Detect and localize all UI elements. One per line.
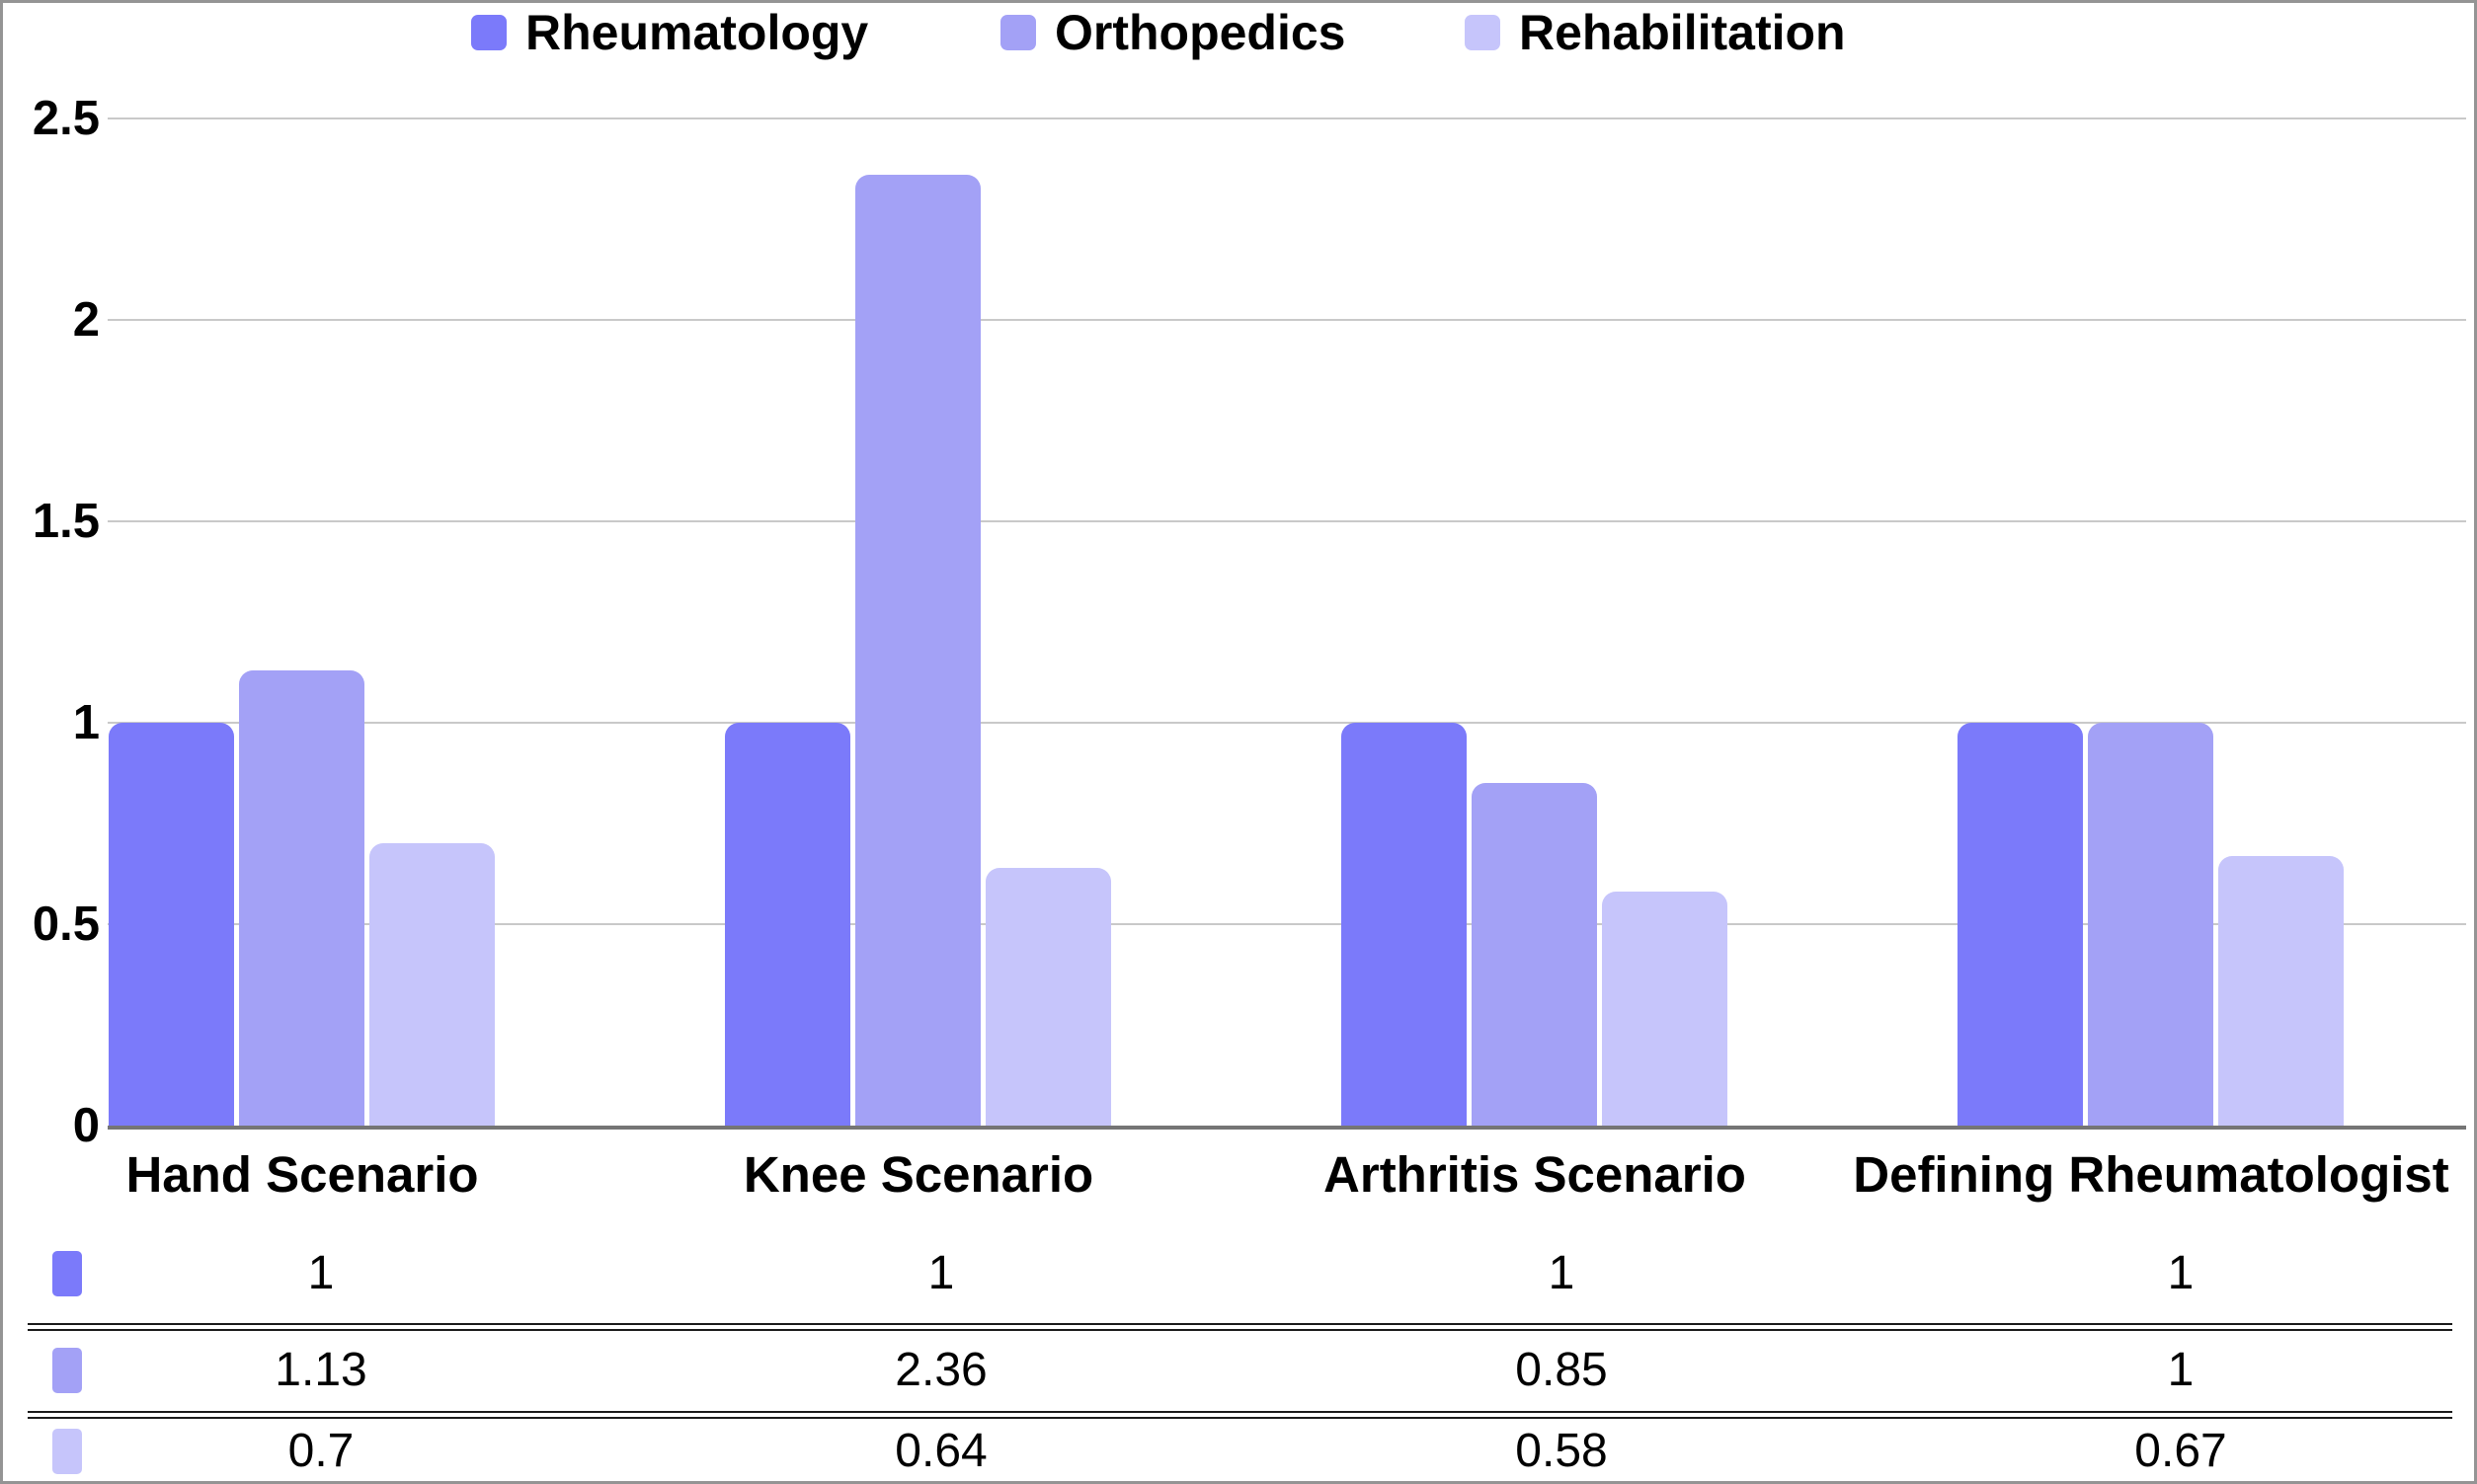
table-row-divider (28, 1411, 2452, 1419)
table-row: 1 1 1 1 (3, 1224, 2474, 1323)
y-axis-tick-label: 1 (72, 696, 100, 749)
bar-rheumatology-2 (725, 723, 850, 1126)
table-cell-value: 1 (1548, 1247, 1575, 1299)
legend-swatch-icon (471, 15, 507, 50)
y-axis-tick-label: 1.5 (32, 495, 100, 548)
y-axis-tick-label: 2.5 (32, 92, 100, 145)
bar-rehabilitation-1 (369, 843, 495, 1126)
gridline (108, 117, 2466, 119)
gridline (108, 319, 2466, 321)
gridline (108, 520, 2466, 522)
legend-label: Rheumatology (525, 5, 869, 60)
legend-item: Rehabilitation (1465, 5, 1846, 60)
bar-orthopedics-2 (855, 175, 981, 1126)
table-cell-value: 2.36 (895, 1344, 988, 1396)
gridline (108, 923, 2466, 925)
legend-item: Orthopedics (1000, 5, 1345, 60)
bar-rehabilitation-2 (986, 867, 1111, 1126)
gridline (108, 722, 2466, 724)
category-label: Arthritis Scenario (1323, 1146, 1746, 1203)
category-label: Knee Scenario (743, 1146, 1094, 1203)
table-cell-value: 0.85 (1515, 1344, 1608, 1396)
y-axis-tick-label: 0 (72, 1099, 100, 1152)
plot-area (108, 117, 2466, 1130)
table-cell-value: 1 (307, 1247, 335, 1299)
bar-rheumatology-4 (1958, 723, 2083, 1126)
y-axis-tick-label: 2 (72, 293, 100, 347)
bar-rheumatology-3 (1341, 723, 1467, 1126)
bar-rehabilitation-3 (1602, 892, 1727, 1126)
legend-swatch-icon (1000, 15, 1036, 50)
table-cell-value: 0.58 (1515, 1425, 1608, 1477)
y-axis-tick-label: 0.5 (32, 898, 100, 951)
bar-rehabilitation-4 (2218, 855, 2344, 1126)
legend-swatch-icon (1465, 15, 1500, 50)
bar-rheumatology-1 (109, 723, 234, 1126)
table-cell-value: 0.64 (895, 1425, 988, 1477)
bar-orthopedics-3 (1472, 783, 1597, 1126)
row-series-swatch-icon (52, 1251, 82, 1296)
table-cell-value: 0.7 (287, 1425, 355, 1477)
category-label: Defining Rheumatologist (1853, 1146, 2449, 1203)
category-label: Hand Scenario (125, 1146, 479, 1203)
legend-label: Orthopedics (1055, 5, 1346, 60)
bar-orthopedics-1 (239, 669, 364, 1126)
bar-orthopedics-4 (2088, 723, 2213, 1126)
table-row: 0.7 0.64 0.58 0.67 (3, 1418, 2474, 1481)
table-cell-value: 0.67 (2134, 1425, 2227, 1477)
row-series-swatch-icon (52, 1428, 82, 1474)
legend-item: Rheumatology (471, 5, 868, 60)
row-series-swatch-icon (52, 1348, 82, 1393)
table-cell-value: 1.13 (275, 1344, 367, 1396)
table-cell-value: 1 (2167, 1344, 2195, 1396)
table-cell-value: 1 (2167, 1247, 2195, 1299)
table-row-divider (28, 1323, 2452, 1331)
table-row: 1.13 2.36 0.85 1 (3, 1330, 2474, 1411)
table-cell-value: 1 (927, 1247, 955, 1299)
legend-label: Rehabilitation (1519, 5, 1846, 60)
